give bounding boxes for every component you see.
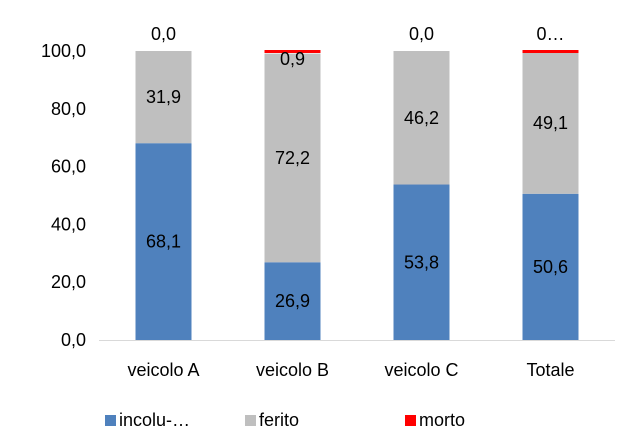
data-label: 50,6 xyxy=(533,257,568,277)
y-axis: 0,0 20,0 40,0 60,0 80,0 100,0 xyxy=(41,41,86,350)
data-label: 46,2 xyxy=(404,108,439,128)
legend-swatch xyxy=(405,415,416,426)
data-label: 0,0 xyxy=(151,24,176,44)
bar-segment xyxy=(135,143,192,340)
bar-segment xyxy=(264,50,321,53)
legend-label: ferito xyxy=(259,410,299,430)
x-tick-label: veicolo C xyxy=(384,360,458,380)
data-label: 72,2 xyxy=(275,148,310,168)
data-label: 49,1 xyxy=(533,113,568,133)
bar-segment xyxy=(393,184,450,340)
bars xyxy=(135,50,579,340)
data-label: 31,9 xyxy=(146,87,181,107)
x-tick-label: veicolo B xyxy=(256,360,329,380)
y-tick-label: 100,0 xyxy=(41,41,86,61)
data-label: 26,9 xyxy=(275,291,310,311)
bar-segment xyxy=(135,51,192,144)
bar-segment xyxy=(522,193,579,340)
y-tick-label: 20,0 xyxy=(51,272,86,292)
data-label: 0,9 xyxy=(280,49,305,69)
bar-segment xyxy=(393,51,450,185)
bar-segment xyxy=(522,51,579,194)
bar-segment xyxy=(264,262,321,340)
y-tick-label: 80,0 xyxy=(51,99,86,119)
x-tick-label: Totale xyxy=(526,360,574,380)
legend-swatch xyxy=(105,415,116,426)
data-label: 68,1 xyxy=(146,232,181,252)
bar-segment xyxy=(522,50,579,53)
x-axis: veicolo A veicolo B veicolo C Totale xyxy=(99,340,615,380)
legend-label: morto xyxy=(419,410,465,430)
legend-swatch xyxy=(245,415,256,426)
legend-label: incolu-… xyxy=(119,410,190,430)
y-tick-label: 40,0 xyxy=(51,214,86,234)
legend: incolu-… ferito morto xyxy=(105,410,465,430)
bar-segment xyxy=(264,53,321,263)
data-label: 53,8 xyxy=(404,252,439,272)
data-label: 0… xyxy=(536,24,564,44)
x-tick-label: veicolo A xyxy=(127,360,199,380)
data-label: 0,0 xyxy=(409,24,434,44)
data-labels: 68,1 31,9 0,0 26,9 72,2 0,9 53,8 46,2 0,0 50,6 49,… xyxy=(146,24,568,311)
y-tick-label: 60,0 xyxy=(51,157,86,177)
y-tick-label: 0,0 xyxy=(61,330,86,350)
